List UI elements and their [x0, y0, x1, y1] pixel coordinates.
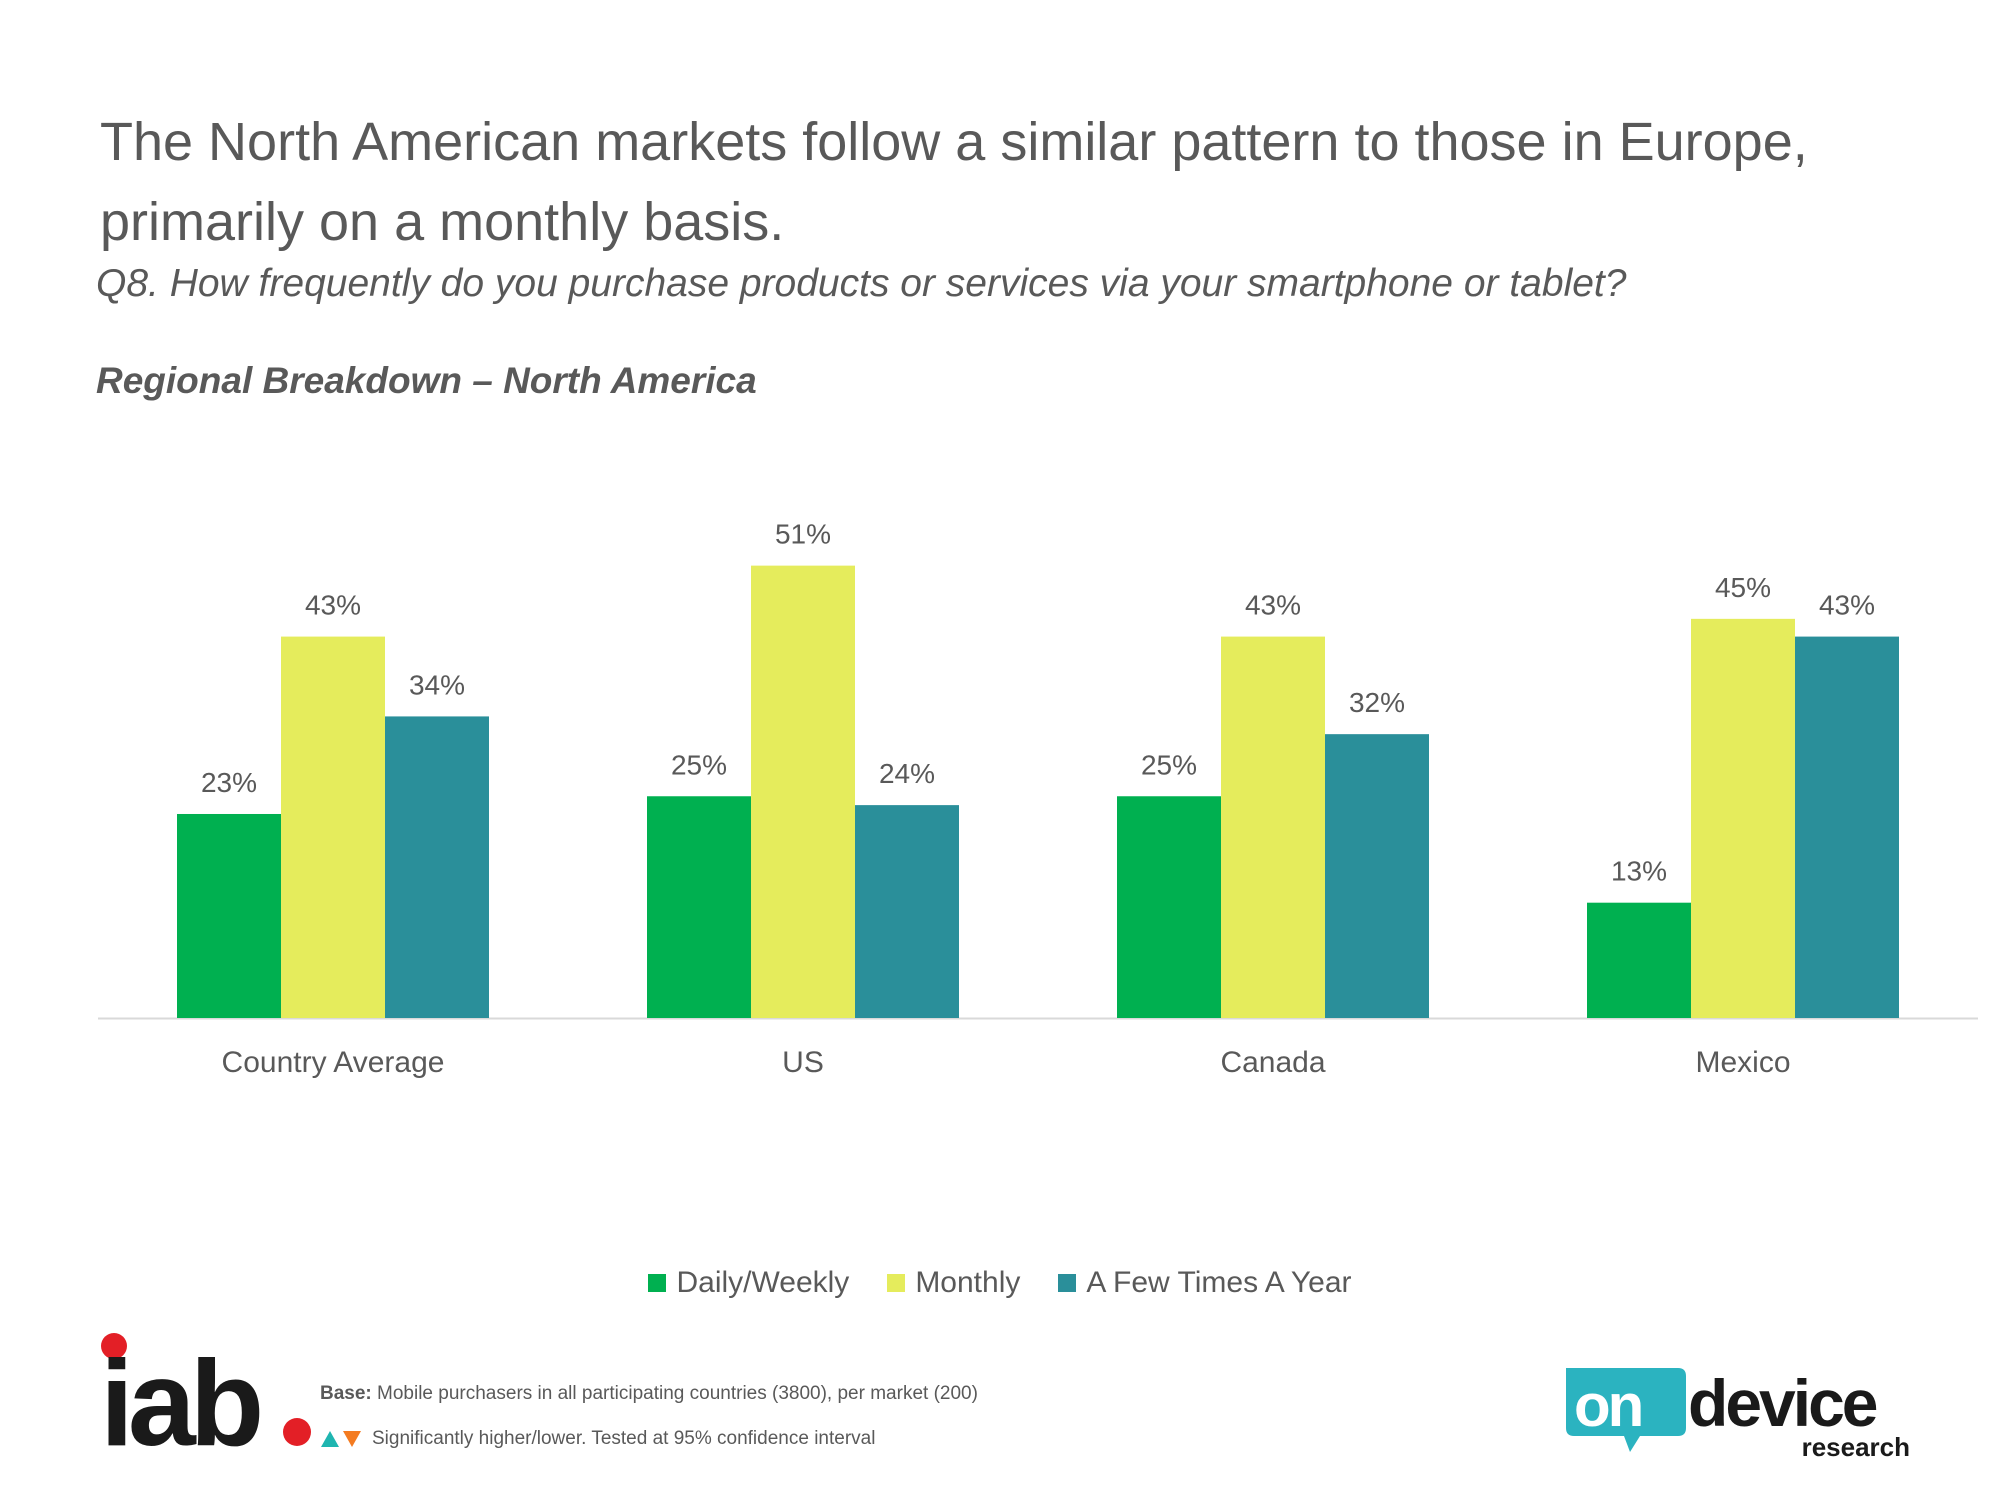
bar-chart: 23% 43% 34% Country Average 25% 51% 24% US 25% 43…: [98, 519, 1978, 1079]
legend-label: Daily/Weekly: [676, 1266, 850, 1299]
down-triangle-icon: [343, 1431, 361, 1447]
legend-label: A Few Times A Year: [1086, 1266, 1352, 1299]
data-label: 43%: [1245, 590, 1301, 621]
x-tick-label: US: [782, 1046, 824, 1079]
legend-swatch: [1058, 1274, 1077, 1292]
legend-item-monthly: Monthly: [887, 1266, 1020, 1300]
legend-label: Monthly: [915, 1266, 1021, 1299]
data-label: 23%: [201, 767, 257, 798]
legend-swatch: [648, 1274, 667, 1292]
base-text: Mobile purchasers in all participating c…: [377, 1383, 978, 1404]
data-label: 24%: [879, 758, 935, 789]
page-title: The North American markets follow a simi…: [100, 112, 1808, 252]
legend-item-daily-weekly: Daily/Weekly: [648, 1266, 849, 1300]
significance-note: Significantly higher/lower. Tested at 95…: [320, 1428, 875, 1450]
bar-a-few-times-a-year-canada: [1325, 734, 1429, 1018]
survey-question: Q8. How frequently do you purchase produ…: [96, 262, 1627, 305]
up-triangle-icon: [321, 1431, 339, 1447]
svg-text:on: on: [1574, 1372, 1641, 1439]
iab-logo: iab: [100, 1333, 311, 1460]
data-label: 13%: [1611, 856, 1667, 887]
chart-subtitle: Regional Breakdown – North America: [96, 360, 757, 401]
bar-daily-weekly-us: [647, 796, 751, 1018]
ondevice-research-logo: on device research: [1566, 1366, 1910, 1462]
data-label: 25%: [671, 749, 727, 780]
legend-item-few-times-a-year: A Few Times A Year: [1058, 1266, 1352, 1300]
bar-a-few-times-a-year-us: [855, 805, 959, 1018]
x-tick-label: Canada: [1220, 1046, 1325, 1079]
x-tick-label: Mexico: [1695, 1046, 1790, 1079]
base-note: Base: Mobile purchasers in all participa…: [320, 1383, 978, 1405]
data-label: 45%: [1715, 572, 1771, 603]
bar-monthly-mexico: [1691, 618, 1795, 1018]
legend-swatch: [887, 1274, 906, 1292]
bar-monthly-us: [751, 565, 855, 1018]
bar-daily-weekly-country-average: [177, 813, 281, 1018]
bar-monthly-canada: [1221, 636, 1325, 1018]
bar-a-few-times-a-year-country-average: [385, 716, 489, 1018]
svg-text:research: research: [1802, 1432, 1910, 1462]
svg-text:iab: iab: [100, 1335, 260, 1460]
bar-monthly-country-average: [281, 636, 385, 1018]
data-label: 34%: [409, 669, 465, 700]
x-tick-label: Country Average: [222, 1046, 445, 1079]
bar-daily-weekly-mexico: [1587, 902, 1691, 1018]
data-label: 32%: [1349, 687, 1405, 718]
data-label: 43%: [1819, 590, 1875, 621]
data-label: 25%: [1141, 749, 1197, 780]
data-label: 51%: [775, 519, 831, 550]
bar-a-few-times-a-year-mexico: [1795, 636, 1899, 1018]
data-label: 43%: [305, 590, 361, 621]
bar-daily-weekly-canada: [1117, 796, 1221, 1018]
base-label: Base:: [320, 1383, 372, 1404]
significance-text: Significantly higher/lower. Tested at 95…: [372, 1428, 876, 1449]
svg-text:device: device: [1688, 1366, 1877, 1440]
chart-legend: Daily/Weekly Monthly A Few Times A Year: [0, 1266, 2000, 1300]
significance-icons: [320, 1429, 362, 1449]
